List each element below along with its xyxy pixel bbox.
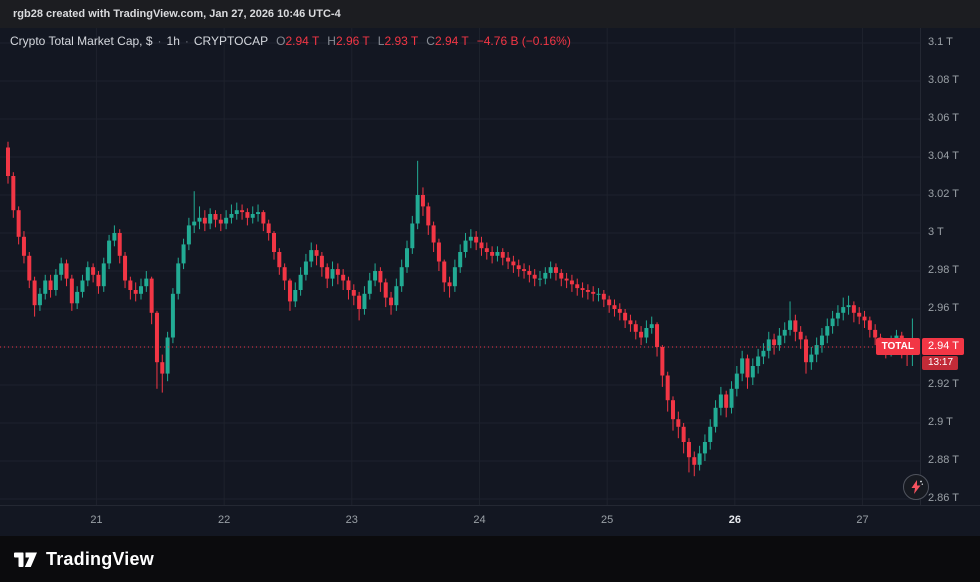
footer-bar: TradingView: [0, 536, 980, 582]
time-axis-label: 21: [90, 514, 103, 526]
time-axis-label: 25: [601, 514, 614, 526]
time-axis-label: 27: [856, 514, 869, 526]
price-tick-label: 3.06 T: [928, 112, 959, 124]
ohlc-change-value: −4.76 B (−0.16%): [476, 34, 571, 48]
price-tick-label: 2.96 T: [928, 302, 959, 314]
price-tick-label: 2.9 T: [928, 416, 953, 428]
time-axis-label: 23: [345, 514, 358, 526]
export-caption-bar: rgb28 created with TradingView.com, Jan …: [0, 0, 980, 28]
chart-area: Crypto Total Market Cap, $ · 1h · CRYPTO…: [0, 28, 980, 536]
chart-plot-area[interactable]: Crypto Total Market Cap, $ · 1h · CRYPTO…: [0, 28, 920, 505]
legend-title: Crypto Total Market Cap, $: [10, 34, 153, 48]
legend-separator: ·: [184, 34, 189, 48]
price-tick-label: 3.02 T: [928, 188, 959, 200]
export-caption: rgb28 created with TradingView.com, Jan …: [13, 8, 341, 20]
time-axis-label: 24: [473, 514, 486, 526]
price-tick-label: 3.1 T: [928, 36, 953, 48]
price-tick-label: 2.86 T: [928, 492, 959, 504]
ohlc-close-value: 2.94 T: [434, 34, 469, 48]
price-axis[interactable]: 2.94 T 13:17 3.1 T 3.08 T 3.06 T 3.04 T 3.02…: [920, 28, 980, 505]
price-tick-label: 2.98 T: [928, 264, 959, 276]
symbol-legend[interactable]: Crypto Total Market Cap, $ · 1h · CRYPTO…: [10, 34, 571, 48]
bar-close-countdown: 13:17: [922, 356, 959, 370]
time-axis-label: 22: [217, 514, 231, 526]
candlestick-chart[interactable]: [0, 28, 920, 505]
lightning-button[interactable]: [903, 474, 929, 500]
ohlc-open-label: O: [276, 34, 286, 48]
price-tick-label: 3.04 T: [928, 150, 959, 162]
current-price-label: 2.94 T: [922, 338, 964, 355]
time-axis[interactable]: 21 22 23 24 25 26 27: [0, 505, 980, 536]
ohlc-high-value: 2.96 T: [335, 34, 370, 48]
tradingview-wordmark: TradingView: [46, 548, 154, 569]
legend-separator: ·: [157, 34, 162, 48]
price-tick-label: 2.92 T: [928, 378, 959, 390]
price-tick-label: 2.88 T: [928, 454, 959, 466]
ohlc-high-label: H: [327, 34, 336, 48]
price-tick-label: 3 T: [928, 226, 944, 238]
price-line-symbol-flag: TOTAL: [875, 338, 920, 355]
legend-interval: 1h: [166, 34, 180, 48]
legend-exchange: CRYPTOCAP: [193, 34, 269, 48]
ohlc-open-value: 2.94 T: [285, 34, 320, 48]
time-axis-label: 26: [728, 514, 741, 526]
price-tick-label: 3.08 T: [928, 74, 959, 86]
ohlc-close-label: C: [426, 34, 435, 48]
ohlc-low-label: L: [377, 34, 385, 48]
tradingview-logo[interactable]: TradingView: [13, 547, 154, 572]
tradingview-logomark-icon: [14, 552, 37, 567]
lightning-icon: [911, 480, 923, 494]
ohlc-low-value: 2.93 T: [384, 34, 419, 48]
